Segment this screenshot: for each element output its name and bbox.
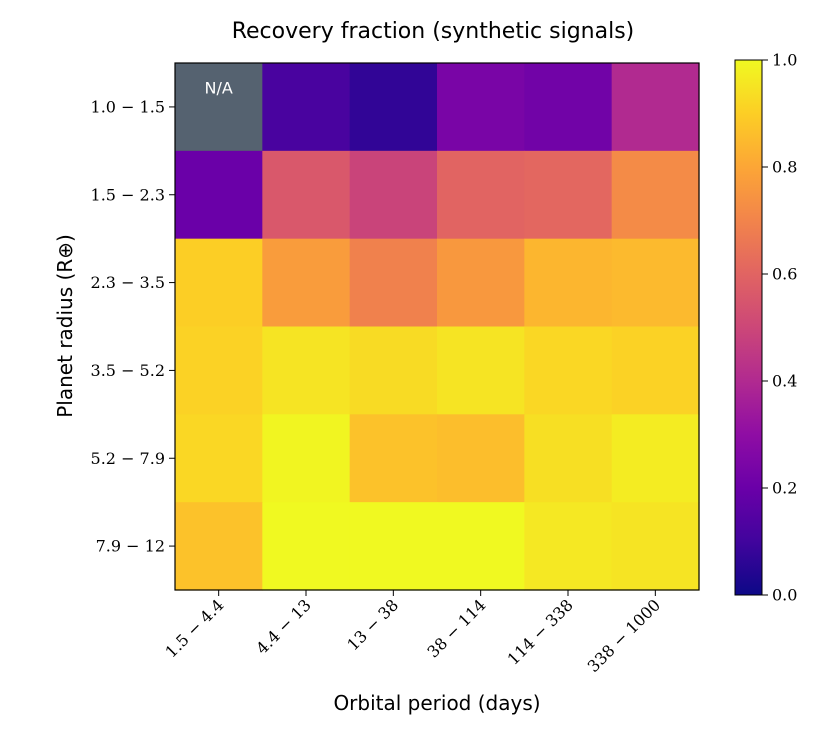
heatmap-cell xyxy=(437,238,525,328)
colorbar-tick-label: 0.6 xyxy=(772,265,797,284)
heatmap-cell xyxy=(524,238,613,328)
heatmap-cell xyxy=(611,502,700,591)
heatmap-cell xyxy=(437,63,525,152)
heatmap-cell xyxy=(611,414,700,503)
y-tick-label: 7.9 − 12 xyxy=(96,537,165,556)
heatmap-cell xyxy=(349,502,438,591)
heatmap-cell xyxy=(349,326,438,415)
chart-title: Recovery fraction (synthetic signals) xyxy=(232,19,635,44)
heatmap-cell xyxy=(524,414,613,503)
y-tick-label: 1.0 − 1.5 xyxy=(91,97,165,116)
heatmap-cell xyxy=(437,326,525,415)
x-tick-label: 13 − 38 xyxy=(343,595,402,654)
y-axis-label: Planet radius (R⊕) xyxy=(53,234,77,418)
heatmap-cell xyxy=(262,238,351,328)
heatmap-cell xyxy=(262,326,351,415)
y-tick-labels: 1.0 − 1.5 1.5 − 2.3 2.3 − 3.5 3.5 − 5.2 5.2 … xyxy=(91,97,175,556)
heatmap-cell xyxy=(175,414,263,503)
y-tick-label: 5.2 − 7.9 xyxy=(91,449,165,468)
colorbar xyxy=(734,59,763,596)
y-tick-label: 1.5 − 2.3 xyxy=(91,185,165,204)
heatmap-cell xyxy=(262,63,351,152)
heatmap-cell xyxy=(262,150,351,240)
heatmap-cell xyxy=(175,238,263,328)
heatmap-cell xyxy=(524,63,613,152)
heatmap-cell xyxy=(349,150,438,240)
x-tick-labels: 1.5 − 4.4 4.4 − 13 13 − 38 38 − 114 114 − 33… xyxy=(161,590,664,676)
colorbar-tick-label: 0.0 xyxy=(772,586,797,605)
heatmap-cell xyxy=(175,326,263,415)
heatmap-cell xyxy=(437,150,525,240)
heatmap-cell xyxy=(175,502,263,591)
x-tick-label: 114 − 338 xyxy=(504,595,577,668)
x-axis-label: Orbital period (days) xyxy=(333,691,540,715)
heatmap-cells: N/A xyxy=(175,63,700,591)
y-tick-label: 2.3 − 3.5 xyxy=(91,273,165,292)
colorbar-ticks: 0.0 0.2 0.4 0.6 0.8 1.0 xyxy=(762,51,797,605)
heatmap-cell xyxy=(437,502,525,591)
plot-frame xyxy=(174,62,700,591)
heatmap-cell xyxy=(262,502,351,591)
heatmap-cell xyxy=(611,326,700,415)
colorbar-tick-label: 0.2 xyxy=(772,479,797,498)
x-tick-label: 38 − 114 xyxy=(423,595,489,661)
heatmap-cell xyxy=(611,63,700,152)
x-tick-label: 338 − 1000 xyxy=(584,595,664,675)
heatmap-cell xyxy=(262,414,351,503)
heatmap-cell-missing xyxy=(175,63,263,152)
heatmap-cell xyxy=(524,502,613,591)
missing-cell-label: N/A xyxy=(205,78,233,97)
heatmap-cell xyxy=(349,238,438,328)
heatmap-cell xyxy=(524,326,613,415)
heatmap-cell xyxy=(611,150,700,240)
colorbar-tick-label: 0.8 xyxy=(772,158,797,177)
heatmap-cell xyxy=(524,150,613,240)
colorbar-tick-label: 1.0 xyxy=(772,51,797,70)
heatmap-cell xyxy=(611,238,700,328)
x-tick-label: 4.4 − 13 xyxy=(252,595,315,658)
heatmap-cell xyxy=(175,150,263,240)
x-tick-label: 1.5 − 4.4 xyxy=(161,595,227,661)
heatmap-cell xyxy=(437,414,525,503)
colorbar-tick-label: 0.4 xyxy=(772,372,797,391)
y-tick-label: 3.5 − 5.2 xyxy=(91,361,165,380)
heatmap-cell xyxy=(349,63,438,152)
heatmap-cell xyxy=(349,414,438,503)
